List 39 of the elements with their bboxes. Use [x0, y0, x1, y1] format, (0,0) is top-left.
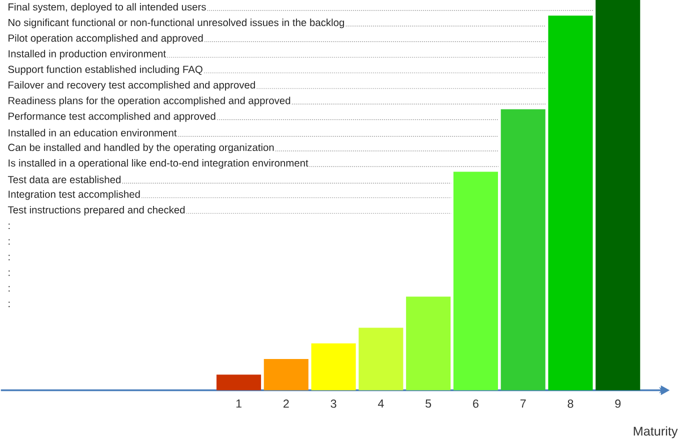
annotation: Can be installed and handled by the operating organization: [8, 143, 274, 153]
bar: [264, 358, 308, 390]
bar: [216, 374, 262, 390]
annotation: Readiness plans for the operation accomplished and approved: [8, 96, 290, 106]
text: Installed in production environment: [8, 50, 166, 60]
text: :: [8, 302, 10, 307]
x-tick-label: 2: [283, 399, 289, 408]
text: Support function established including FAQ: [8, 65, 202, 75]
x-tick-label: 4: [378, 399, 384, 408]
x-tick-label: 7: [520, 399, 526, 408]
annotation: No significant functional or non-functional unresolved issues in the backlog: [8, 18, 344, 28]
bar: [548, 15, 593, 390]
x-tick-label: 3: [330, 399, 336, 408]
text: :: [8, 270, 10, 276]
text: :: [8, 286, 10, 292]
text: Test instructions prepared and checked: [8, 206, 185, 216]
text: :: [8, 223, 10, 229]
text: Installed in an education environment: [8, 128, 177, 136]
annotation: Failover and recovery test accomplished and approved: [8, 80, 255, 90]
text: Integration test accomplished: [8, 190, 140, 200]
bar: [453, 172, 498, 390]
annotation: Performance test accomplished and approved: [8, 112, 216, 122]
x-tick-label: 8: [568, 399, 574, 408]
text: Pilot operation accomplished and approved: [8, 34, 203, 44]
x-tick-label: 6: [473, 399, 478, 408]
x-tick-label: 1: [236, 399, 242, 408]
text: Test data are established: [8, 176, 121, 184]
annotation: Is installed in a operational like end-to-end integration environment: [8, 158, 308, 168]
x-axis-title: Maturity: [634, 426, 678, 438]
text: :: [8, 239, 10, 244]
x-tick-label: 9: [615, 399, 621, 408]
bar: [358, 328, 404, 390]
bar: [500, 109, 546, 390]
x-tick-label: 5: [426, 399, 432, 408]
bar: [406, 296, 451, 390]
bar: [311, 343, 356, 390]
text: Final system, deployed to all intended users: [8, 2, 206, 12]
text: :: [8, 254, 10, 260]
bar: [596, 0, 640, 390]
